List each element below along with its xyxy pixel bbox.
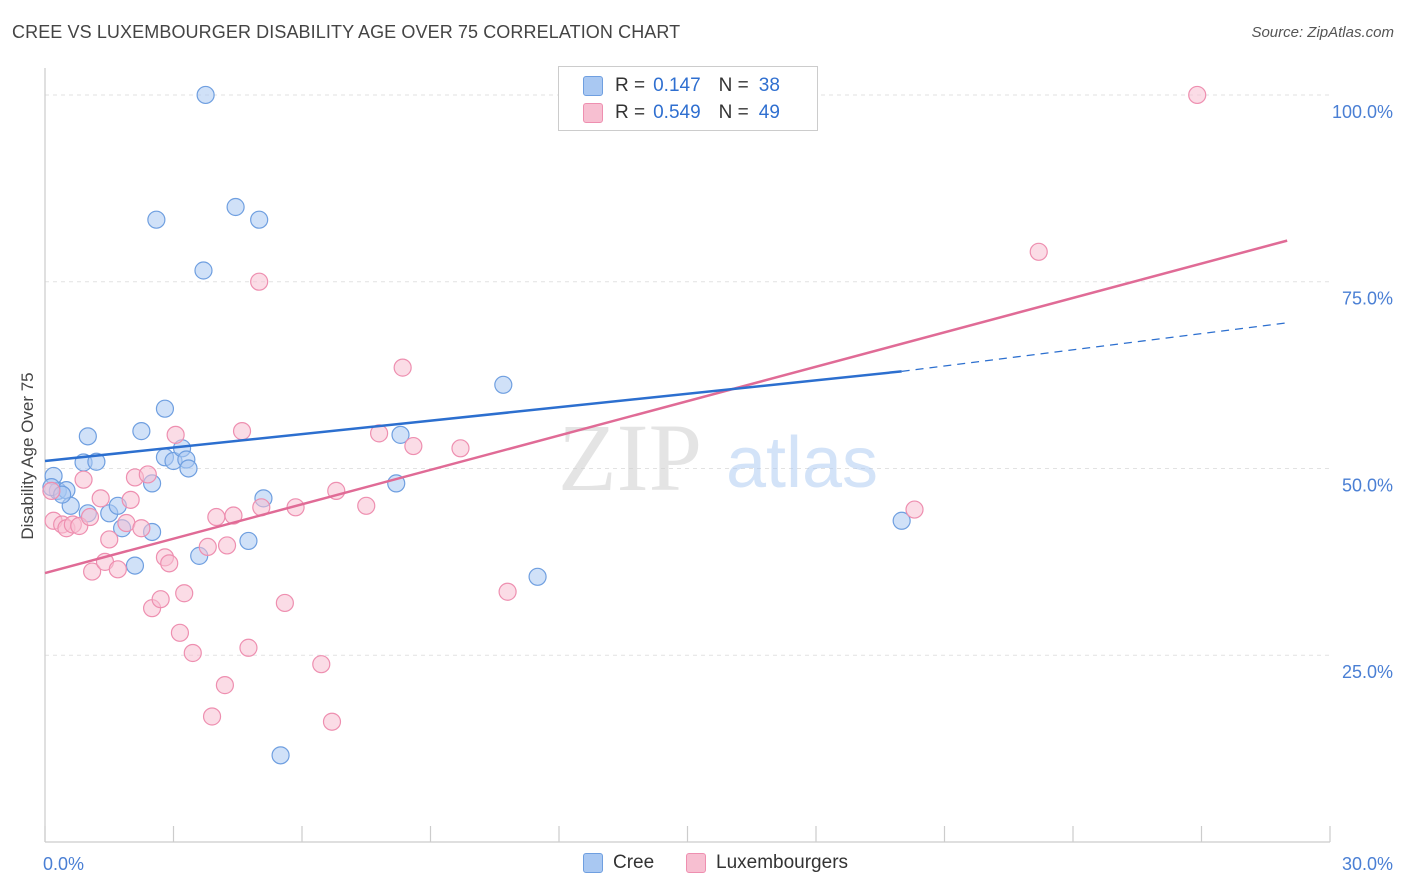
cree-point bbox=[528, 567, 547, 586]
cree-swatch bbox=[583, 76, 603, 96]
lux-point bbox=[42, 481, 61, 500]
lux-point bbox=[83, 562, 102, 581]
lux-point bbox=[151, 590, 170, 609]
cree-point bbox=[132, 422, 151, 441]
cree-point bbox=[271, 746, 290, 765]
watermark-atlas: atlas bbox=[726, 423, 878, 503]
cree-point bbox=[250, 210, 269, 229]
lux-n-value: 49 bbox=[758, 102, 780, 123]
lux-point bbox=[312, 655, 331, 674]
lux-point bbox=[166, 425, 185, 444]
lux-point bbox=[175, 584, 194, 603]
lux-point bbox=[132, 519, 151, 538]
lux-point bbox=[451, 439, 470, 458]
legend-item-cree[interactable]: Cree bbox=[583, 852, 654, 874]
lux-point bbox=[100, 530, 119, 549]
lux-point bbox=[1188, 85, 1207, 105]
lux-point bbox=[108, 560, 127, 579]
lux-point bbox=[404, 436, 423, 456]
lux-point bbox=[202, 707, 222, 726]
data-points bbox=[42, 85, 1207, 765]
lux-point bbox=[905, 500, 924, 519]
x-tick-label: 0.0% bbox=[43, 854, 84, 874]
lux-point bbox=[215, 676, 234, 695]
cree-point bbox=[179, 459, 198, 478]
cree-legend-swatch bbox=[583, 853, 603, 873]
cree-point bbox=[494, 375, 513, 394]
cree-point bbox=[892, 511, 911, 530]
y-tick-label: 75.0% bbox=[1342, 289, 1393, 309]
lux-r-value: 0.549 bbox=[653, 102, 701, 123]
cree-r-label: R = bbox=[615, 75, 646, 96]
cree-legend-label: Cree bbox=[613, 852, 655, 873]
y-tick-labels: 25.0% 50.0% 75.0% 100.0% bbox=[1332, 102, 1393, 682]
cree-point bbox=[391, 425, 410, 444]
lux-point bbox=[239, 638, 258, 657]
lux-point bbox=[224, 506, 243, 525]
lux-point bbox=[393, 358, 412, 377]
lux-point bbox=[207, 507, 226, 527]
x-tick-labels: 0.0% 30.0% bbox=[43, 854, 1393, 874]
axes bbox=[44, 68, 1331, 843]
series-legend: Cree Luxembourgers bbox=[0, 852, 1406, 878]
y-tick-label: 50.0% bbox=[1342, 475, 1393, 495]
y-tick-label: 100.0% bbox=[1332, 102, 1393, 122]
cree-r-value: 0.147 bbox=[653, 75, 701, 96]
y-tick-label: 25.0% bbox=[1342, 662, 1393, 682]
cree-point bbox=[196, 85, 215, 105]
lux-point bbox=[275, 593, 294, 613]
lux-point bbox=[170, 623, 190, 642]
trendlines bbox=[44, 239, 1288, 575]
lux-point bbox=[250, 272, 269, 291]
cree-point bbox=[226, 197, 245, 217]
watermark-zip: ZIP bbox=[558, 404, 702, 511]
lux-point bbox=[74, 470, 93, 489]
lux-trendline bbox=[44, 239, 1288, 575]
lux-legend-label: Luxembourgers bbox=[716, 852, 849, 873]
lux-point bbox=[91, 489, 110, 508]
lux-point bbox=[121, 490, 140, 509]
y-axis-title: Disability Age Over 75 bbox=[18, 372, 37, 539]
lux-point bbox=[322, 712, 342, 731]
lux-point bbox=[80, 507, 100, 527]
legend-item-lux[interactable]: Luxembourgers bbox=[686, 852, 848, 874]
lux-point bbox=[357, 496, 376, 515]
gridlines bbox=[45, 94, 1330, 656]
lux-point bbox=[138, 465, 157, 484]
cree-point bbox=[155, 399, 175, 418]
source-label: Source: ZipAtlas.com bbox=[1251, 24, 1394, 41]
watermark: ZIP atlas bbox=[558, 404, 878, 511]
cree-trendline-extension bbox=[901, 322, 1288, 372]
lux-n-label: N = bbox=[718, 102, 749, 123]
lux-swatch bbox=[583, 103, 603, 123]
lux-point bbox=[498, 582, 517, 601]
cree-point bbox=[147, 210, 166, 229]
x-tick-label: 30.0% bbox=[1342, 854, 1393, 874]
legend-row-lux: R = 0.549 N = 49 bbox=[583, 100, 780, 126]
stats-legend: R = 0.147 N = 38 R = 0.549 N = 49 bbox=[558, 66, 818, 131]
cree-n-value: 38 bbox=[758, 75, 780, 96]
cree-point bbox=[87, 452, 106, 471]
lux-point bbox=[183, 643, 202, 663]
cree-point bbox=[194, 261, 213, 280]
lux-r-label: R = bbox=[615, 102, 646, 123]
chart-title: CREE VS LUXEMBOURGER DISABILITY AGE OVER… bbox=[12, 22, 681, 42]
lux-point bbox=[1029, 242, 1048, 261]
cree-point bbox=[125, 556, 145, 575]
cree-point bbox=[239, 531, 258, 551]
lux-legend-swatch bbox=[686, 853, 706, 873]
lux-point bbox=[217, 536, 237, 555]
cree-n-label: N = bbox=[718, 75, 749, 96]
cree-trendline bbox=[44, 370, 902, 463]
lux-point bbox=[198, 537, 217, 557]
lux-point bbox=[160, 554, 179, 573]
cree-point bbox=[78, 427, 97, 446]
lux-point bbox=[232, 422, 252, 441]
legend-row-cree: R = 0.147 N = 38 bbox=[583, 73, 780, 99]
